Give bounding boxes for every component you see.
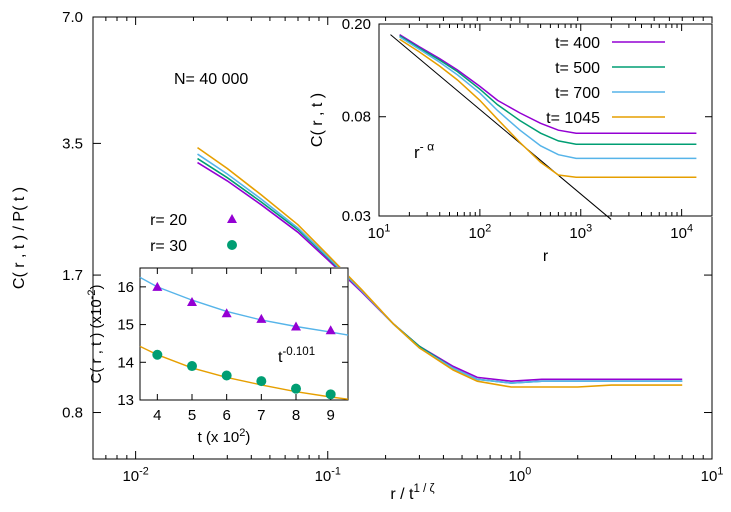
y-tick-label: 7.0 <box>62 9 83 26</box>
inset-t-y-tick-label: 14 <box>117 354 134 371</box>
inset-t-fit-line <box>139 276 349 336</box>
y-tick-label: 3.5 <box>62 135 83 152</box>
inset-t-background <box>139 267 349 401</box>
inset-t-legend-circle <box>227 240 237 250</box>
inset-t-x-tick-label: 6 <box>222 407 230 424</box>
main-plot: 10-2 10-1 100 101 0.8 1.7 3.5 7.0 r / t1 / ζ C( r… <box>11 9 723 503</box>
inset-r-plot: 101 102 103 104 0.03 0.08 0.20 r C( r , t ) r- α t… <box>309 16 713 265</box>
x-tick-label: 100 <box>509 465 532 485</box>
inset-t-triangle-marker <box>291 321 301 331</box>
inset-r-x-axis-label: r <box>543 248 549 265</box>
main-series-line <box>197 146 683 388</box>
inset-r-x-tick-label: 101 <box>368 222 391 242</box>
inset-t-frame <box>139 267 349 401</box>
inset-r-y-axis-label: C( r , t ) <box>309 93 326 147</box>
y-tick-label: 0.8 <box>62 405 83 422</box>
inset-t-fit-line <box>139 345 349 400</box>
inset-t-y-tick-label: 16 <box>117 279 134 296</box>
inset-t-y-tick-label: 13 <box>117 392 134 409</box>
inset-r-y-tick-label: 0.08 <box>342 109 371 126</box>
inset-t-triangle-marker <box>221 308 232 318</box>
inset-t-legend-triangle <box>227 214 237 223</box>
inset-t-triangle-marker <box>256 313 267 323</box>
exponent-annotation: t-0.101 <box>278 346 315 366</box>
inset-r-x-tick-label: 103 <box>569 222 592 242</box>
inset-t-y-axis-label: C( r , t ) (x10-2) <box>86 285 105 384</box>
x-axis-label: r / t1 / ζ <box>390 483 434 503</box>
inset-t-x-tick-label: 5 <box>188 407 196 424</box>
x-tick-label: 101 <box>701 465 724 485</box>
inset-t-x-tick-label: 9 <box>326 407 334 424</box>
inset-r-series-line <box>399 34 697 134</box>
inset-t-circle-marker <box>152 349 163 360</box>
y-tick-label: 1.7 <box>62 267 83 284</box>
inset-r-x-tick-label: 104 <box>670 222 693 242</box>
inset-t-plot: 4 5 6 7 8 9 13 14 15 16 t (x 102) C( r , t ) (x10-2… <box>86 212 349 446</box>
inset-r-frame <box>378 23 713 217</box>
power-law-annotation: r- α <box>414 139 434 162</box>
inset-r-x-tick-label: 102 <box>469 222 492 242</box>
inset-t-triangle-marker <box>187 296 197 306</box>
inset-t-circle-marker <box>256 376 267 387</box>
power-law-reference-line <box>390 34 612 220</box>
system-size-annotation: N= 40 000 <box>174 71 248 88</box>
inset-r-y-tick-label: 0.03 <box>342 208 371 225</box>
inset-t-circle-marker <box>221 370 232 381</box>
inset-r-series-line <box>399 35 697 145</box>
inset-t-circle-marker <box>325 389 336 400</box>
legend-label: t= 1045 <box>546 110 600 127</box>
inset-t-legend-label: r= 30 <box>150 238 187 255</box>
inset-t-circle-marker <box>187 361 197 372</box>
inset-t-x-axis-label: t (x 102) <box>198 427 251 446</box>
legend-label: t= 700 <box>555 85 600 102</box>
legend-label: t= 400 <box>555 35 600 52</box>
main-plot-frame <box>92 16 713 460</box>
inset-r-y-tick-label: 0.20 <box>342 16 371 33</box>
inset-t-x-tick-label: 7 <box>257 407 265 424</box>
inset-t-x-tick-label: 8 <box>292 407 300 424</box>
inset-t-legend-label: r= 20 <box>150 212 187 229</box>
inset-t-triangle-marker <box>152 281 163 291</box>
x-tick-label: 10-2 <box>122 465 148 485</box>
inset-t-circle-marker <box>291 383 301 394</box>
inset-t-triangle-marker <box>325 325 336 335</box>
inset-t-x-tick-label: 4 <box>153 407 161 424</box>
y-axis-label: C( r , t ) / P( t ) <box>11 187 28 289</box>
inset-t-y-tick-label: 15 <box>117 317 134 334</box>
inset-r-series-line <box>399 36 697 160</box>
legend-label: t= 500 <box>555 60 600 77</box>
x-tick-label: 10-1 <box>315 465 341 485</box>
inset-r-series-line <box>399 38 697 178</box>
